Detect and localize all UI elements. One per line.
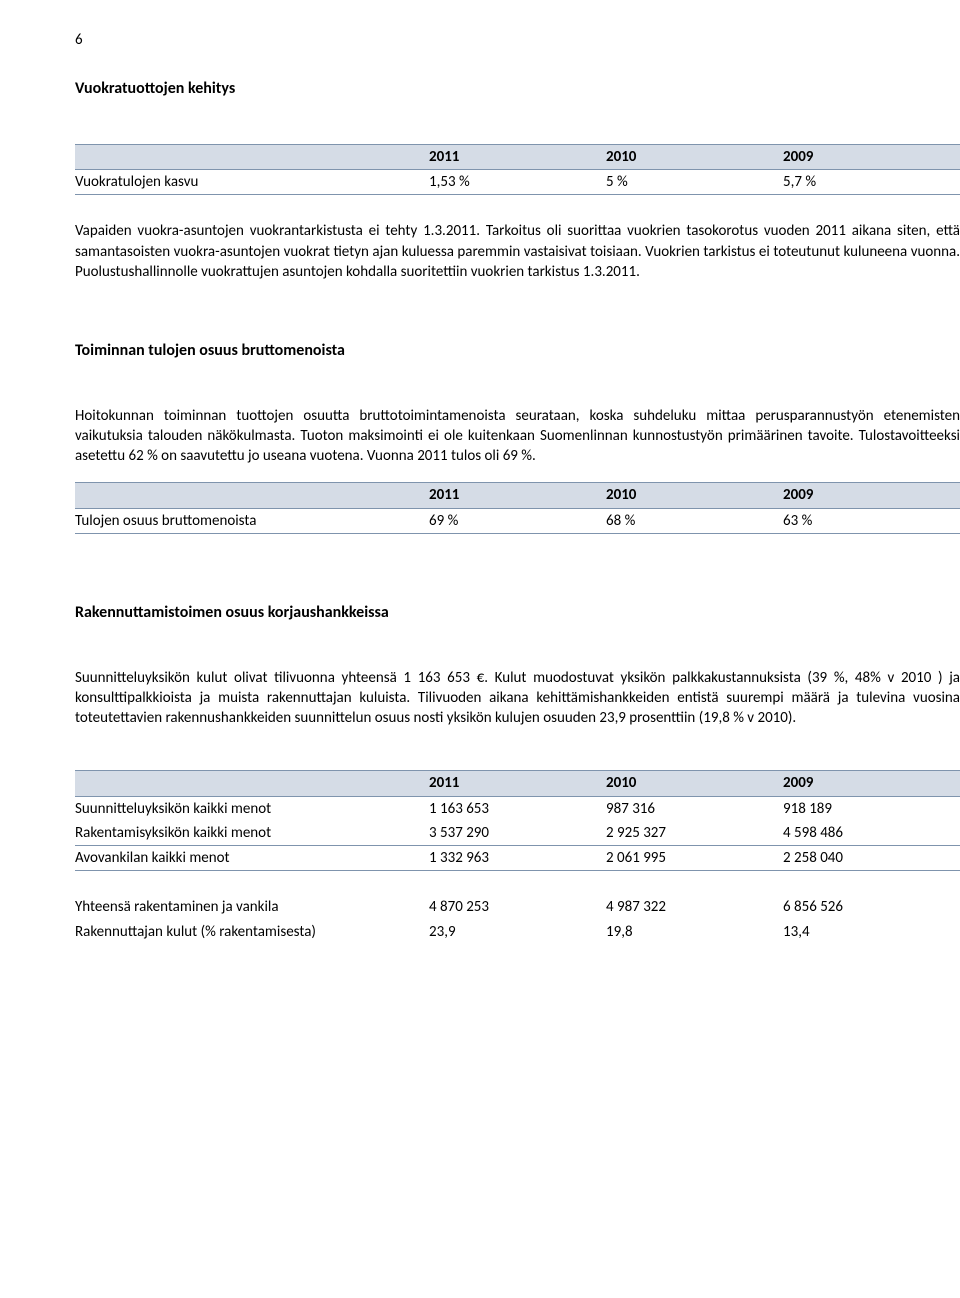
t3-r3-c3: 2 258 040 [783, 846, 960, 871]
t3-r3-label: Avovankilan kaikki menot [75, 846, 429, 871]
t3-r1-c3: 918 189 [783, 796, 960, 821]
t1-r1-c3: 5,7 % [783, 170, 960, 195]
t3-h2: 2010 [606, 771, 783, 796]
t3-r3-c2: 2 061 995 [606, 846, 783, 871]
t1-h2: 2010 [606, 144, 783, 169]
t2-h2: 2010 [606, 483, 783, 508]
t3-r2-c2: 2 925 327 [606, 821, 783, 846]
sec2-title: Toiminnan tulojen osuus bruttomenoista [75, 340, 960, 362]
t2-r1-c3: 63 % [783, 508, 960, 533]
t3-total-label: Yhteensä rakentaminen ja vankila [75, 895, 429, 919]
t3-r2-label: Rakentamisyksikön kaikki menot [75, 821, 429, 846]
t3-h1: 2011 [429, 771, 606, 796]
t1-r1-c2: 5 % [606, 170, 783, 195]
t1-r1-c1: 1,53 % [429, 170, 606, 195]
sec2-table: 2011 2010 2009 Tulojen osuus bruttomenoi… [75, 482, 960, 534]
sec2-para: Hoitokunnan toiminnan tuottojen osuutta … [75, 406, 960, 467]
t3-r1-c1: 1 163 653 [429, 796, 606, 821]
t2-r1-c1: 69 % [429, 508, 606, 533]
t3-total-c3: 6 856 526 [783, 895, 960, 919]
t3-r2-c3: 4 598 486 [783, 821, 960, 846]
page-number: 6 [75, 30, 960, 50]
t3-footer-c2: 19,8 [606, 920, 783, 944]
t2-h3: 2009 [783, 483, 960, 508]
t2-h1: 2011 [429, 483, 606, 508]
t3-r1-c2: 987 316 [606, 796, 783, 821]
t3-h3: 2009 [783, 771, 960, 796]
sec1-table: 2011 2010 2009 Vuokratulojen kasvu 1,53 … [75, 144, 960, 196]
t2-r1-c2: 68 % [606, 508, 783, 533]
t3-footer-c1: 23,9 [429, 920, 606, 944]
t3-r3-c1: 1 332 963 [429, 846, 606, 871]
t3-r1-label: Suunnitteluyksikön kaikki menot [75, 796, 429, 821]
t1-h3: 2009 [783, 144, 960, 169]
t3-r2-c1: 3 537 290 [429, 821, 606, 846]
t3-total-c1: 4 870 253 [429, 895, 606, 919]
sec1-title: Vuokratuottojen kehitys [75, 78, 960, 100]
sec3-para: Suunnitteluyksikön kulut olivat tilivuon… [75, 668, 960, 729]
t3-footer-c3: 13,4 [783, 920, 960, 944]
t1-r1-label: Vuokratulojen kasvu [75, 170, 429, 195]
t3-footer-label: Rakennuttajan kulut (% rakentamisesta) [75, 920, 429, 944]
t2-r1-label: Tulojen osuus bruttomenoista [75, 508, 429, 533]
t1-h1: 2011 [429, 144, 606, 169]
sec3-title: Rakennuttamistoimen osuus korjaushankkei… [75, 602, 960, 624]
sec1-para: Vapaiden vuokra-asuntojen vuokrantarkist… [75, 221, 960, 282]
sec3-table: 2011 2010 2009 Suunnitteluyksikön kaikki… [75, 770, 960, 944]
t3-total-c2: 4 987 322 [606, 895, 783, 919]
